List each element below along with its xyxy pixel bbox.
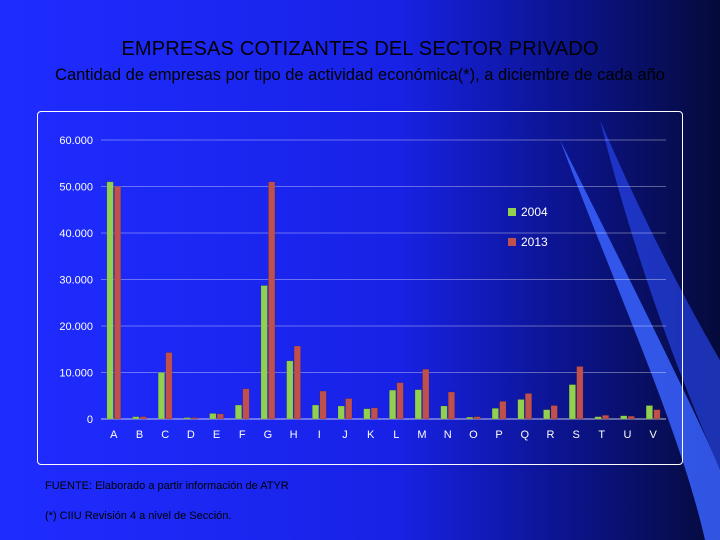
bar-2004-D — [183, 417, 191, 420]
y-tick-label: 50.000 — [59, 182, 93, 194]
bar-2013-L — [396, 382, 404, 420]
x-tick-label: I — [318, 429, 321, 441]
bar-2013-R — [550, 405, 558, 420]
bar-2013-M — [422, 368, 430, 420]
chart-panel: 0 10.000 20.000 30.000 40.000 50.000 60.000 A B C… — [37, 111, 683, 465]
bar-2004-Q — [517, 399, 525, 420]
y-tick-label: 20.000 — [59, 321, 93, 333]
bar-2004-E — [209, 413, 217, 420]
page-subtitle: Cantidad de empresas por tipo de activid… — [55, 66, 665, 84]
x-tick-label: K — [367, 429, 375, 441]
bar-2004-R — [543, 409, 551, 420]
bar-2004-J — [337, 405, 345, 420]
bar-2004-V — [645, 405, 653, 420]
bar-2004-B — [132, 416, 140, 420]
source-note: FUENTE: Elaborado a partir información d… — [45, 480, 289, 492]
bar-2004-O — [466, 416, 474, 420]
x-tick-label: A — [110, 429, 118, 441]
bar-2013-S — [576, 366, 584, 420]
x-tick-label: C — [161, 429, 169, 441]
x-tick-label: S — [572, 429, 579, 441]
bar-2004-U — [620, 415, 628, 420]
footnote: (*) CIIU Revisión 4 a nivel de Sección. — [45, 510, 232, 522]
bar-2004-G — [260, 285, 268, 420]
bar-2013-T — [602, 415, 610, 420]
bar-2004-C — [157, 372, 165, 420]
bar-2013-D — [191, 417, 199, 420]
bar-2004-S — [568, 384, 576, 420]
bar-2004-K — [363, 408, 371, 420]
bar-2013-E — [216, 413, 224, 420]
x-tick-label: H — [290, 429, 298, 441]
y-tick-label: 0 — [87, 414, 93, 426]
legend-swatch-2013 — [508, 238, 516, 246]
bar-2013-K — [370, 407, 378, 420]
bar-chart: 0 10.000 20.000 30.000 40.000 50.000 60.000 A B C… — [59, 135, 666, 441]
bar-2013-N — [447, 391, 455, 420]
bar-2013-Q — [525, 393, 532, 420]
x-tick-label: L — [393, 429, 399, 441]
x-tick-label: U — [624, 429, 632, 441]
y-tick-label: 30.000 — [59, 275, 93, 287]
bar-2013-F — [242, 388, 250, 420]
bar-2013-G — [268, 181, 276, 420]
legend-swatch-2004 — [508, 208, 516, 216]
bar-2004-M — [414, 389, 422, 420]
bar-2004-I — [312, 404, 320, 420]
bar-2013-H — [293, 345, 301, 420]
x-tick-label: B — [136, 429, 143, 441]
bar-2013-O — [473, 416, 481, 420]
x-tick-label: G — [264, 429, 273, 441]
bar-2004-L — [389, 389, 397, 420]
x-tick-label: Q — [520, 429, 529, 441]
x-tick-label: E — [213, 429, 220, 441]
bar-2004-F — [235, 404, 242, 420]
x-tick-label: N — [444, 429, 452, 441]
bar-2013-U — [627, 415, 635, 420]
bar-2013-J — [345, 398, 353, 420]
bar-2004-T — [594, 416, 602, 420]
page-title: EMPRESAS COTIZANTES DEL SECTOR PRIVADO — [121, 38, 599, 60]
x-tick-label: D — [187, 429, 195, 441]
bar-2004-P — [491, 408, 499, 420]
x-tick-label: M — [417, 429, 426, 441]
y-tick-label: 40.000 — [59, 228, 93, 240]
x-tick-label: O — [469, 429, 478, 441]
bar-2004-H — [286, 360, 294, 420]
bar-2013-P — [499, 401, 507, 420]
y-tick-label: 60.000 — [59, 135, 93, 147]
x-tick-label: J — [342, 429, 348, 441]
x-tick-label: T — [598, 429, 605, 441]
legend-label-2004: 2004 — [521, 205, 548, 219]
bar-2004-N — [440, 405, 448, 420]
bar-2013-B — [139, 416, 147, 420]
bar-2013-A — [114, 186, 122, 420]
x-tick-label: R — [546, 429, 554, 441]
y-tick-label: 10.000 — [59, 368, 93, 380]
bar-2013-V — [653, 409, 661, 420]
x-tick-label: V — [649, 429, 657, 441]
bar-2013-I — [319, 390, 327, 420]
bar-2004-A — [106, 181, 114, 420]
x-tick-label: F — [239, 429, 246, 441]
legend-label-2013: 2013 — [521, 235, 548, 249]
bar-2013-C — [165, 352, 173, 420]
x-tick-label: P — [495, 429, 502, 441]
